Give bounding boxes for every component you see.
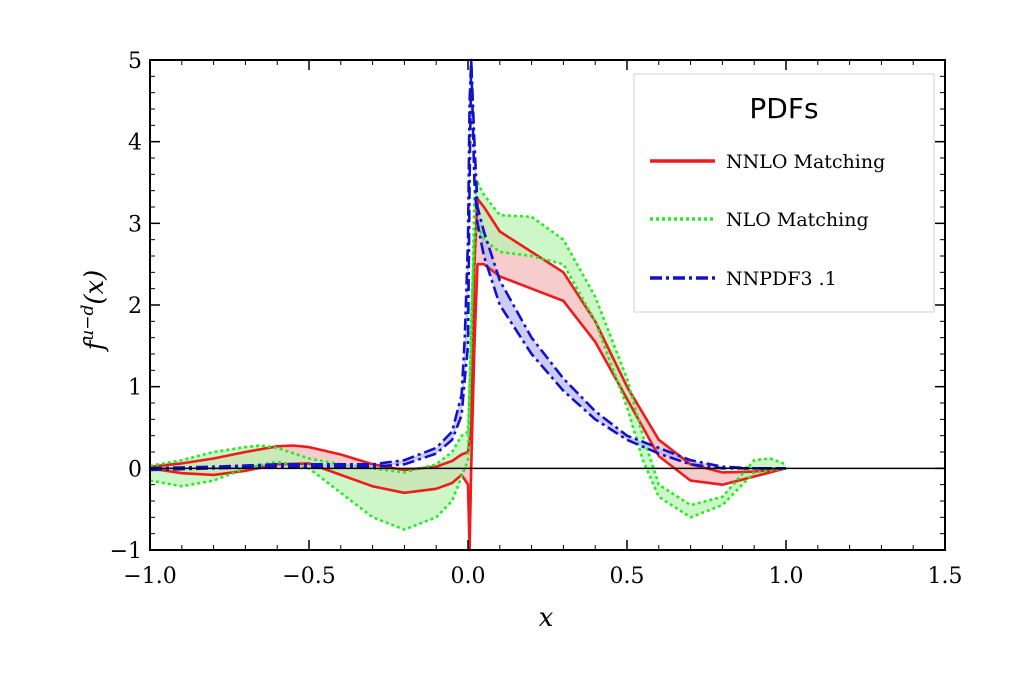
y-tick-label: 3 — [128, 212, 142, 237]
lines-layer — [149, 58, 787, 552]
x-tick-label: −1.0 — [123, 564, 176, 589]
y-tick-label: 5 — [128, 49, 142, 74]
series-line-nnlo-matching-upper — [149, 197, 787, 474]
y-tick-label: 0 — [128, 457, 142, 482]
legend-box — [633, 73, 935, 313]
legend-label-nlo: NLO Matching — [726, 209, 869, 231]
legend-title: PDFs — [749, 92, 818, 125]
y-tick-label: 1 — [128, 376, 142, 401]
x-axis-title: x — [539, 603, 554, 633]
y-tick-label: 4 — [128, 131, 142, 156]
x-tick-label: 1.0 — [769, 564, 804, 589]
legend-label-nnpdf: NNPDF3 .1 — [726, 268, 837, 290]
x-tick-label: −0.5 — [282, 564, 335, 589]
series-line-nnpdf3-1-lower — [149, 58, 786, 472]
x-tick-label: 0.5 — [610, 564, 645, 589]
ticks-layer: −1.0 −0.5 0.0 0.5 1.0 1.5 −1 0 1 2 3 4 5 — [110, 49, 963, 589]
y-tick-label: −1 — [110, 539, 142, 564]
x-tick-label: 0.0 — [451, 564, 486, 589]
y-tick-label: 2 — [128, 294, 142, 319]
legend: PDFs NNLO Matching NLO Matching NNPDF3 .… — [633, 73, 935, 313]
x-tick-label: 1.5 — [928, 564, 963, 589]
y-axis-title: fu−d(x) — [78, 270, 110, 353]
series-line-nlo-matching-lower — [149, 222, 787, 531]
legend-label-nnlo: NNLO Matching — [726, 151, 885, 173]
